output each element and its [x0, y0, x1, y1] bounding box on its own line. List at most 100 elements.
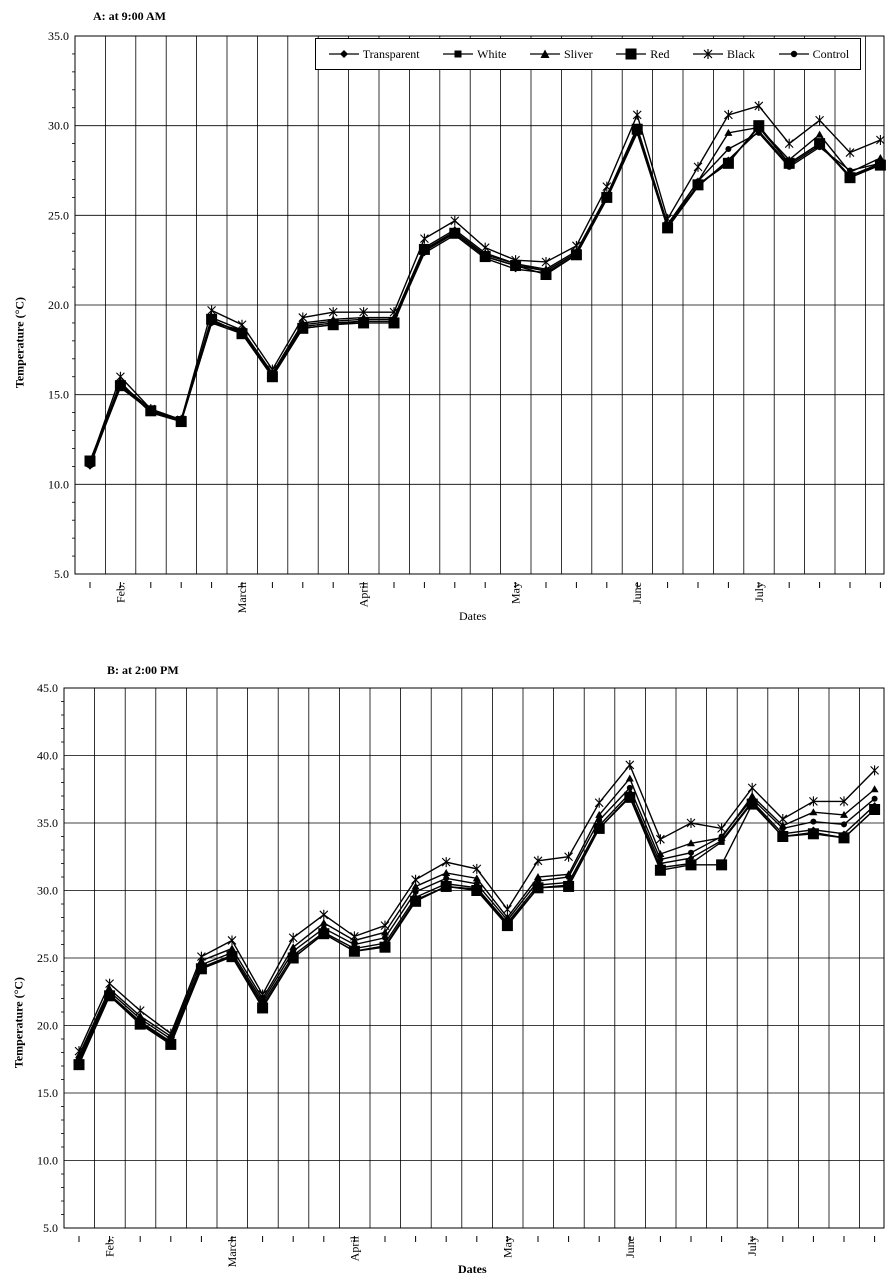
chart-b-point-control [596, 817, 603, 824]
chart-a-point-control [634, 128, 641, 135]
chart-b-point-black [472, 863, 482, 874]
chart-a-point-control [755, 129, 762, 136]
chart-a-point-black [754, 100, 764, 111]
chart-a-point-black [724, 109, 733, 120]
chart-a-title: A: at 9:00 AM [93, 9, 166, 23]
chart-a-point-red [844, 172, 856, 184]
chart-a-point-control [330, 318, 337, 325]
chart-a-point-black [450, 215, 460, 226]
chart-b-point-control [320, 925, 327, 932]
chart-b-point-control [718, 833, 725, 840]
legend-item-white: White [441, 47, 506, 62]
chart-a-point-control [147, 409, 154, 416]
chart-a-month-label: March [235, 582, 249, 613]
chart-b-point-control [443, 875, 450, 882]
chart-b-point-sliver [687, 839, 695, 847]
chart-a-month-label: April [357, 581, 371, 607]
chart-b-point-sliver [411, 882, 420, 890]
chart-b-point-control [749, 795, 756, 802]
chart-a-ytick-label: 15.0 [48, 388, 69, 402]
chart-a-point-control [299, 321, 306, 328]
chart-b-point-control [504, 917, 511, 924]
chart-a-point-control [208, 319, 215, 326]
chart-a-point-red [540, 269, 552, 281]
chart-b-point-black [533, 855, 543, 866]
chart-b-point-red [624, 791, 636, 803]
chart-a-line-control [89, 129, 881, 465]
chart-a-point-control [421, 246, 428, 253]
chart-a-y-axis-label: Temperature (°C) [12, 296, 27, 389]
chart-a-series-sliver [86, 123, 885, 465]
chart-a-point-red [327, 319, 339, 331]
chart-a-series-black [85, 100, 885, 468]
chart-a-point-control [178, 418, 185, 425]
chart-b-plot-frame [63, 687, 885, 1229]
chart-a-point-black [328, 307, 338, 318]
chart-b-y-axis-label: Temperature (°C) [11, 976, 26, 1069]
chart-a-ytick-label: 20.0 [48, 298, 69, 312]
chart-b-point-control [259, 998, 266, 1005]
chart-b-point-sliver [228, 944, 236, 952]
chart-b-series-red [73, 791, 881, 1071]
chart-b-point-black [717, 823, 726, 834]
chart-a-point-sliver [876, 153, 885, 161]
chart-b-point-red [654, 864, 666, 876]
chart-a-point-red [114, 380, 126, 392]
chart-a-line-red [89, 124, 881, 462]
chart-b-point-control [535, 878, 541, 885]
chart-b-ytick-label: 25.0 [37, 951, 58, 965]
chart-b-ytick-label: 15.0 [37, 1086, 58, 1100]
chart-a-ytick-label: 10.0 [48, 477, 69, 491]
chart-b-series-transparent [75, 790, 878, 1063]
chart-b-point-red [379, 941, 391, 953]
chart-a-month-label: May [509, 582, 523, 604]
chart-b-point-control [106, 988, 113, 995]
chart-a-point-red [722, 157, 734, 169]
chart-b-point-control [137, 1015, 144, 1022]
chart-b-point-control [167, 1036, 174, 1042]
chart-b-point-black [625, 759, 635, 770]
legend-item-transparent: Transparent [327, 47, 420, 62]
chart-b-point-black [105, 978, 114, 989]
chart-panel-a: 5.0 10.0 15.0 20.0 25.0 30.0 35.0 Feb. March Apri… [0, 0, 890, 630]
chart-a-line-sliver [89, 125, 881, 462]
chart-b-point-sliver [840, 810, 848, 818]
chart-a-point-black [845, 147, 855, 158]
chart-b-plot: 5.0 10.0 15.0 20.0 25.0 30.0 35.0 40.0 45.0 Feb. M… [37, 681, 885, 1267]
chart-b-month-label: May [500, 1236, 514, 1258]
chart-b-point-red [318, 928, 330, 940]
chart-a-point-black [784, 138, 794, 149]
chart-a-plot: 5.0 10.0 15.0 20.0 25.0 30.0 35.0 Feb. March Apri… [48, 29, 886, 613]
chart-b-point-red [777, 831, 789, 842]
chart-a-point-black [420, 233, 429, 244]
legend-label-red: Red [650, 46, 670, 61]
chart-a-point-red [236, 328, 248, 340]
chart-b-point-black [656, 834, 665, 845]
chart-a-ytick-label: 25.0 [48, 208, 69, 222]
chart-b-point-black [227, 935, 237, 946]
chart-b-point-red [195, 963, 207, 975]
chart-a-ytick-label: 30.0 [48, 119, 69, 133]
chart-b-point-red [501, 920, 513, 932]
chart-a-plot-frame [74, 35, 885, 575]
chart-a-legend: Transparent White Sliver Red Black Contr… [315, 38, 861, 70]
chart-b-month-label: March [225, 1236, 239, 1267]
chart-b-point-red [563, 880, 575, 892]
chart-a-line-black [89, 105, 881, 464]
legend-label-black: Black [727, 46, 756, 61]
chart-a-line-white [89, 126, 881, 465]
chart-a-point-red [358, 317, 370, 329]
chart-a-point-control [877, 160, 884, 167]
chart-a-point-sliver [724, 128, 733, 136]
chart-b-point-control [229, 949, 235, 956]
chart-b-point-transparent [687, 854, 695, 862]
chart-a-point-red [753, 120, 765, 132]
chart-a-point-black [815, 115, 824, 126]
chart-b-point-red [838, 832, 850, 844]
chart-a-point-red [692, 179, 704, 191]
chart-a-point-red [783, 157, 795, 169]
legend-label-transparent: Transparent [362, 46, 420, 61]
chart-b-point-red [226, 951, 238, 963]
legend-label-control: Control [812, 46, 850, 61]
legend-item-control: Control [777, 46, 850, 62]
